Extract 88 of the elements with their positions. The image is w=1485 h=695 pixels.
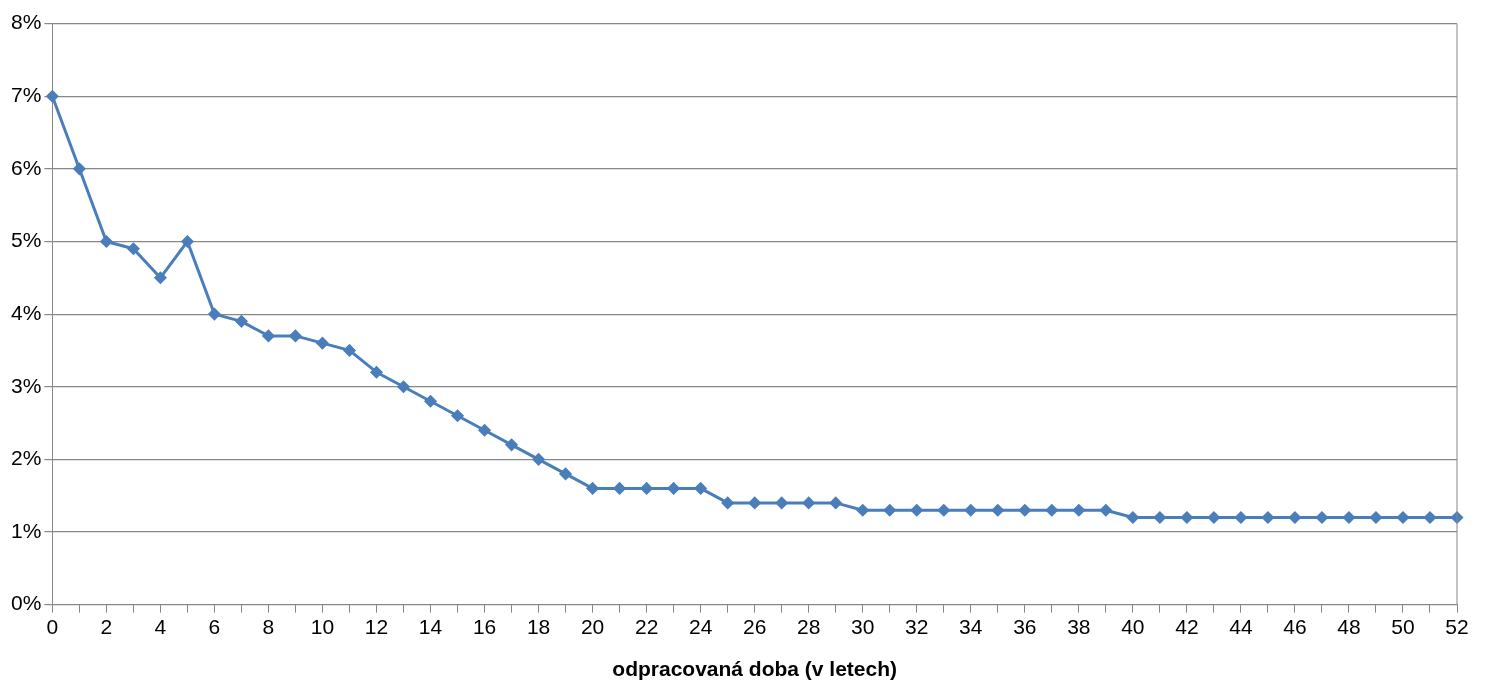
point xyxy=(856,503,869,517)
x-tick-label: 32 xyxy=(905,615,929,638)
point xyxy=(694,482,707,495)
y-tick-label: 5% xyxy=(10,228,42,252)
point xyxy=(1396,511,1410,524)
point xyxy=(1099,503,1113,517)
x-tick-label: 20 xyxy=(580,615,605,638)
point xyxy=(964,503,978,517)
x-tick-label: 26 xyxy=(743,615,767,638)
point xyxy=(505,438,518,452)
point xyxy=(667,482,680,495)
x-tick-label: 48 xyxy=(1337,615,1361,638)
point xyxy=(721,496,734,510)
point xyxy=(640,482,653,495)
point xyxy=(289,329,302,343)
x-tick-label: 18 xyxy=(526,615,551,638)
point xyxy=(1045,503,1059,517)
point xyxy=(532,453,545,466)
y-tick-label: 7% xyxy=(10,83,42,107)
point xyxy=(1288,511,1302,524)
point xyxy=(1180,511,1194,524)
point xyxy=(559,467,572,481)
point xyxy=(748,496,761,510)
x-tick-label: 36 xyxy=(1013,615,1037,638)
y-tick-label: 0% xyxy=(10,591,42,615)
point xyxy=(1342,511,1356,524)
point xyxy=(1423,511,1437,524)
y-tick-label: 6% xyxy=(10,155,42,179)
y-tick-label: 4% xyxy=(10,300,42,324)
x-tick-label: 8 xyxy=(262,615,275,638)
point xyxy=(1072,503,1086,517)
point xyxy=(1153,511,1167,524)
x-tick-label: 10 xyxy=(310,615,335,638)
y-tick-label: 3% xyxy=(10,373,42,397)
point xyxy=(100,235,113,248)
point xyxy=(1261,511,1275,524)
y-tick-label: 1% xyxy=(10,518,42,542)
point xyxy=(883,503,896,517)
y-tick-label: 8% xyxy=(10,10,42,34)
x-tick-label: 42 xyxy=(1175,615,1199,638)
point xyxy=(1126,511,1140,524)
x-tick-label: 40 xyxy=(1121,615,1145,638)
point xyxy=(613,482,626,495)
point xyxy=(1234,511,1248,524)
point xyxy=(181,235,194,248)
point xyxy=(1369,511,1383,524)
point xyxy=(1207,511,1221,524)
point xyxy=(1315,511,1329,524)
x-tick-label: 22 xyxy=(634,615,659,638)
x-tick-label: 38 xyxy=(1067,615,1091,638)
point xyxy=(262,329,275,343)
point xyxy=(370,365,383,379)
point xyxy=(1018,503,1032,517)
point xyxy=(208,307,221,321)
point xyxy=(910,503,923,517)
x-tick-label: 30 xyxy=(851,615,875,638)
point xyxy=(478,424,491,437)
point xyxy=(937,503,951,517)
x-axis-title: odpracovaná doba (v letech) xyxy=(612,657,898,681)
point xyxy=(397,380,410,393)
point xyxy=(775,496,788,510)
x-tick-label: 0 xyxy=(46,615,59,638)
x-tick-label: 44 xyxy=(1229,615,1253,638)
x-tick-label: 16 xyxy=(472,615,497,638)
point xyxy=(829,496,842,510)
point xyxy=(316,336,329,350)
x-tick-label: 34 xyxy=(959,615,983,638)
x-tick-label: 14 xyxy=(418,615,443,638)
x-tick-label: 4 xyxy=(154,615,167,638)
point xyxy=(343,344,356,357)
point xyxy=(154,271,167,285)
x-tick-label: 52 xyxy=(1445,615,1469,638)
x-tick-label: 28 xyxy=(797,615,821,638)
x-tick-label: 50 xyxy=(1391,615,1415,638)
point xyxy=(586,482,599,495)
x-tick-label: 46 xyxy=(1283,615,1307,638)
point xyxy=(451,409,464,423)
y-tick-label: 2% xyxy=(10,446,42,470)
point xyxy=(127,242,140,255)
x-tick-label: 2 xyxy=(100,615,113,638)
point xyxy=(73,162,86,176)
x-tick-label: 12 xyxy=(364,615,389,638)
x-tick-label: 24 xyxy=(688,615,713,638)
point xyxy=(802,496,815,510)
x-tick-label: 6 xyxy=(208,615,221,638)
point xyxy=(235,315,248,328)
point xyxy=(991,503,1005,517)
point xyxy=(424,395,437,408)
